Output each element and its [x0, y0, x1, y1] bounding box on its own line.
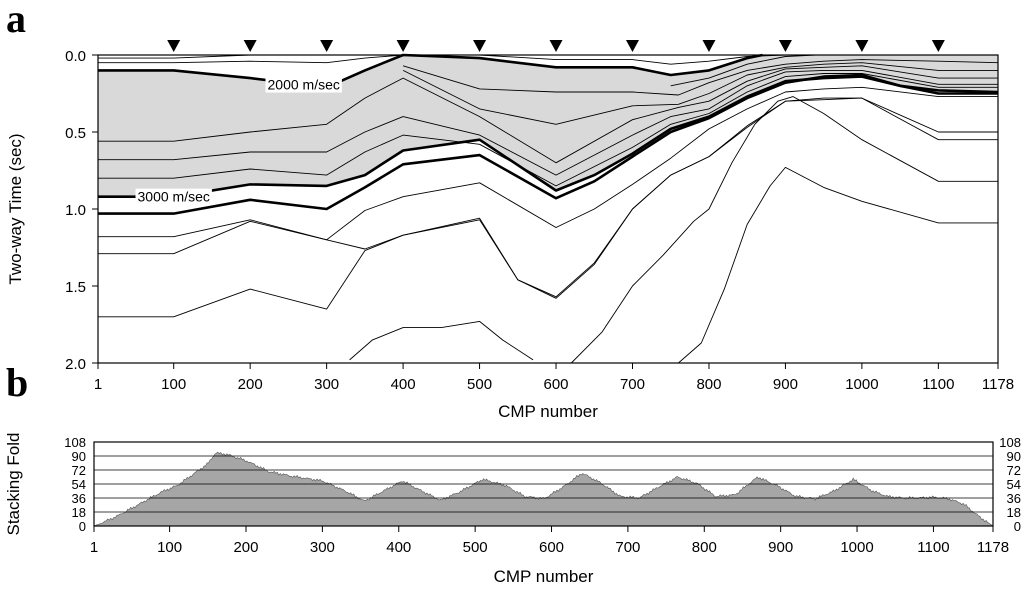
x-tick-label: 1000: [845, 376, 878, 393]
velocity-contour-11: [98, 75, 999, 198]
fold-y-tick-label-right: 36: [1007, 491, 1021, 506]
y-tick-label: 0.0: [65, 48, 86, 65]
fold-x-tick-label: 100: [157, 539, 182, 556]
fold-x-tick-label: 800: [692, 539, 717, 556]
contour-label-background: [265, 76, 342, 93]
fold-y-tick-label-left: 18: [72, 505, 86, 520]
x-tick-label: 1: [94, 376, 102, 393]
fold-plot-frame: [93, 441, 994, 527]
velocity-contour-5: [670, 54, 817, 87]
contour-label: 3000 m/sec: [138, 189, 210, 205]
velocity-contour-12: [98, 73, 998, 215]
fold-x-tick-label: 400: [386, 539, 411, 556]
fold-y-tick-label-left: 90: [72, 449, 86, 464]
marker-triangle: [625, 40, 639, 52]
velocity-contour-9: [98, 69, 998, 176]
x-tick-label: 700: [620, 376, 645, 393]
velocity-contour-18: [349, 320, 534, 361]
y-tick-label: 1.5: [65, 279, 86, 296]
fold-y-axis-title: Stacking Fold: [4, 433, 23, 536]
velocity-x-axis-title: CMP number: [498, 402, 598, 421]
panel-b-letter: b: [6, 360, 28, 405]
velocity-contour-16: [570, 96, 998, 364]
marker-triangle: [855, 40, 869, 52]
velocity-y-axis-title: Two-way Time (sec): [6, 133, 25, 284]
fold-y-tick-label-left: 0: [79, 519, 86, 534]
fold-y-tick-label-right: 0: [1014, 519, 1021, 534]
marker-triangle: [243, 40, 257, 52]
x-tick-label: 800: [696, 376, 721, 393]
fold-x-tick-label: 500: [463, 539, 488, 556]
fold-x-tick-label: 700: [615, 539, 640, 556]
marker-triangle: [549, 40, 563, 52]
y-tick-label: 1.0: [65, 202, 86, 219]
x-tick-label: 1178: [982, 376, 1014, 393]
fold-x-tick-label: 900: [768, 539, 793, 556]
velocity-x-ticks: 1 100 200 300 400 500 600 700 800 900 1000 1100 1178: [94, 363, 1014, 393]
contour-labels: 2000 m/sec 3000 m/sec: [135, 76, 342, 205]
velocity-contours: [98, 53, 999, 364]
fold-x-axis-title: CMP number: [494, 567, 594, 586]
fold-y-tick-label-left: 72: [72, 463, 86, 478]
x-tick-label: 500: [467, 376, 492, 393]
x-tick-label: 600: [544, 376, 569, 393]
velocity-contour-8: [98, 65, 998, 164]
marker-triangle: [167, 40, 181, 52]
marker-triangle: [396, 40, 410, 52]
contour-label: 2000 m/sec: [268, 77, 340, 93]
fold-y-tick-label-right: 54: [1007, 477, 1021, 492]
velocity-y-ticks: 0.0 0.5 1.0 1.5 2.0: [65, 48, 98, 373]
marker-triangles: [167, 40, 945, 52]
fold-x-tick-label: 1000: [840, 539, 873, 556]
velocity-contour-2: [98, 54, 404, 64]
fold-y-tick-label-left: 54: [72, 477, 86, 492]
fold-y-tick-label-right: 108: [999, 435, 1021, 450]
velocity-contour-17: [678, 166, 998, 364]
velocity-contour-14: [98, 97, 998, 298]
fold-x-tick-label: 200: [233, 539, 258, 556]
y-tick-label: 2.0: [65, 356, 86, 373]
fold-y-tick-label-left: 108: [64, 435, 86, 450]
x-tick-label: 300: [314, 376, 339, 393]
x-tick-label: 100: [161, 376, 186, 393]
velocity-contour-6: [402, 59, 999, 96]
fold-y-tick-label-right: 18: [1007, 505, 1021, 520]
x-tick-label: 1100: [922, 376, 954, 393]
marker-triangle: [473, 40, 487, 52]
fold-x-tick-label: 1178: [977, 539, 1009, 556]
marker-triangle: [702, 40, 716, 52]
fold-y-tick-label-right: 72: [1007, 463, 1021, 478]
velocity-contour-15: [98, 97, 998, 318]
velocity-contour-4: [98, 53, 763, 89]
velocity-contour-10: [98, 73, 998, 187]
marker-triangle: [320, 40, 334, 52]
fold-area: [93, 451, 995, 527]
marker-triangle: [778, 40, 792, 52]
x-tick-label: 400: [391, 376, 416, 393]
fold-x-ticks: 1 100 200 300 400 500 600 700 800 900 1000 1100 1178: [90, 526, 1009, 556]
fold-panel: 1 100 200 300 400 500 600 700 800 900 1000 1100 1178…: [4, 433, 1021, 587]
x-tick-label: 200: [238, 376, 263, 393]
x-tick-label: 900: [773, 376, 798, 393]
marker-triangle: [931, 40, 945, 52]
fold-y-tick-label-left: 36: [72, 491, 86, 506]
fold-x-tick-label: 600: [539, 539, 564, 556]
fold-x-tick-label: 300: [310, 539, 335, 556]
velocity-panel: 1 100 200 300 400 500 600 700 800 900 1000 1100 1178…: [6, 40, 1014, 421]
fold-y-tick-label-right: 90: [1007, 449, 1021, 464]
fold-x-tick-label: 1: [90, 539, 98, 556]
contour-label-background: [135, 188, 212, 205]
y-tick-label: 0.5: [65, 125, 86, 142]
fold-x-tick-label: 1100: [917, 539, 949, 556]
velocity-contour-7: [402, 62, 998, 125]
panel-a-letter: a: [6, 0, 26, 41]
